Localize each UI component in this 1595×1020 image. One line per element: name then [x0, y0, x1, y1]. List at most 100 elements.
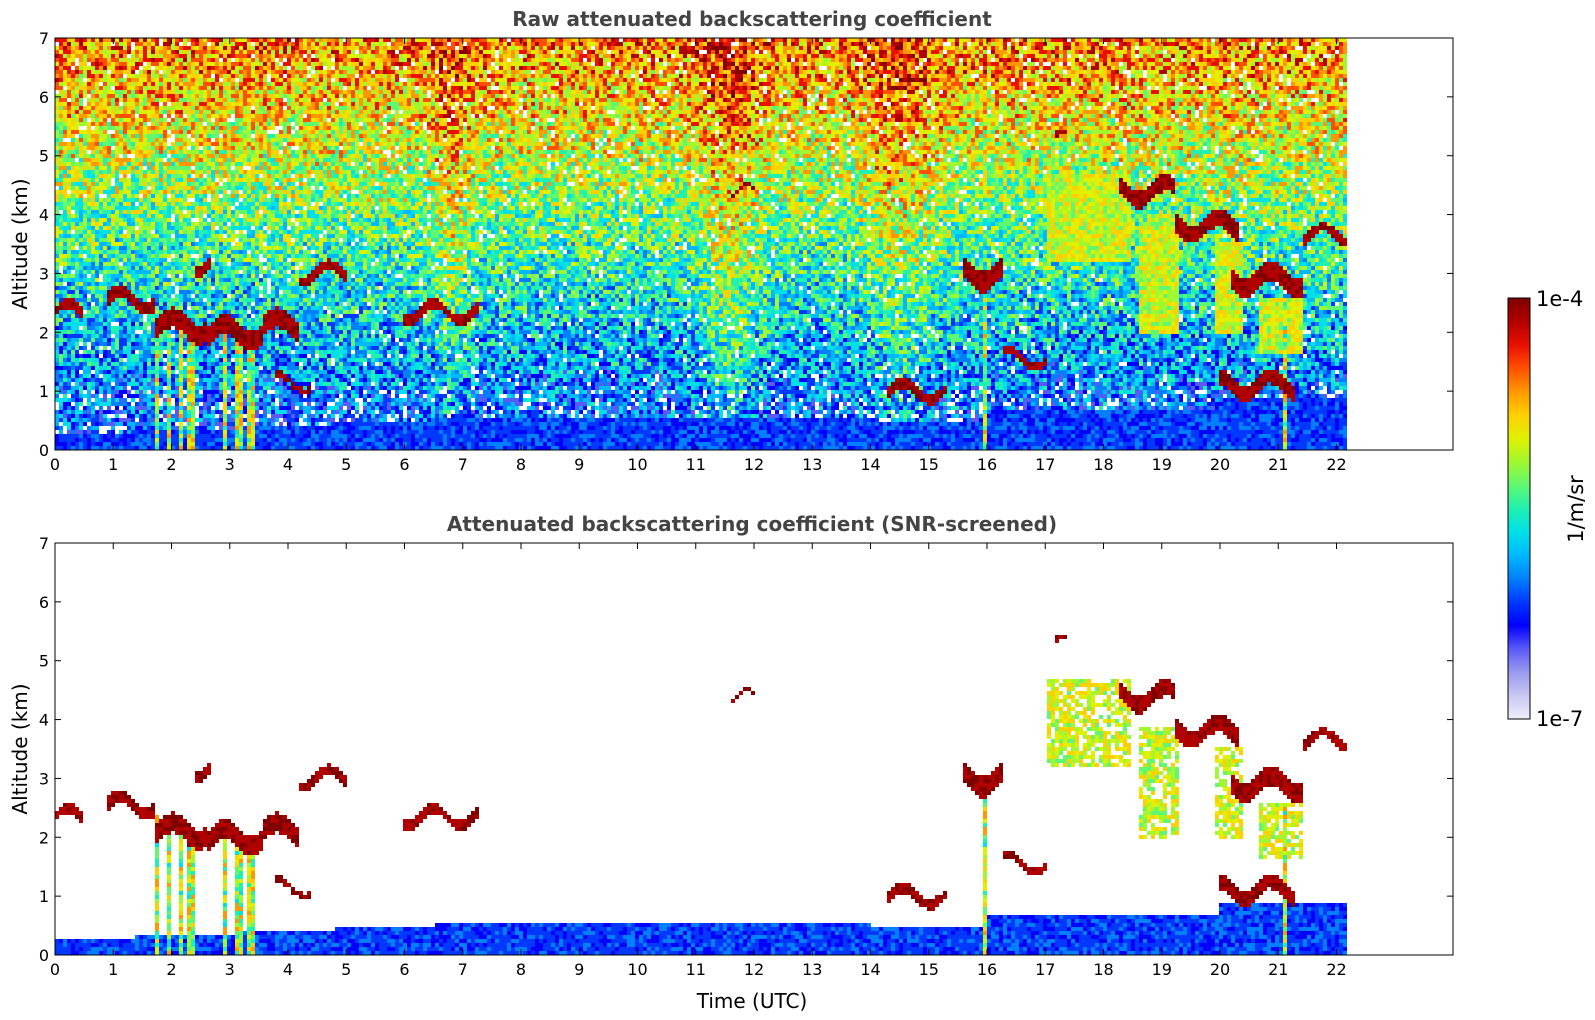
heat-cell	[79, 114, 83, 118]
heat-cell	[67, 254, 71, 258]
heat-cell	[87, 162, 91, 166]
heat-cell	[71, 102, 75, 106]
heat-cell	[67, 390, 71, 394]
heat-cell	[79, 250, 83, 254]
heat-cell	[83, 198, 87, 202]
heat-cell	[63, 198, 67, 202]
heat-cell	[55, 222, 59, 226]
heat-cell	[63, 318, 67, 322]
heat-cell	[59, 382, 63, 386]
heat-cell	[67, 94, 71, 98]
heat-cell	[63, 150, 67, 154]
heat-cell	[63, 234, 67, 238]
heat-cell	[63, 374, 67, 378]
heat-cell	[87, 166, 91, 170]
heat-cell	[67, 262, 71, 266]
heat-cell	[55, 342, 59, 346]
heat-cell	[63, 110, 67, 114]
heat-cell	[71, 290, 75, 294]
heat-cell	[75, 102, 79, 106]
heat-cell	[83, 354, 87, 358]
heat-cell	[79, 258, 83, 262]
heat-cell	[87, 210, 91, 214]
heat-cell	[59, 146, 63, 150]
heat-cell	[87, 230, 91, 234]
heat-cell	[79, 378, 83, 382]
heat-cell	[87, 134, 91, 138]
heat-cell	[83, 226, 87, 230]
heat-cell	[59, 102, 63, 106]
heat-cell	[63, 398, 67, 402]
heat-cell	[63, 182, 67, 186]
heat-cell	[55, 366, 59, 370]
heat-cell	[67, 74, 71, 78]
heat-cell	[75, 290, 79, 294]
heat-cell	[87, 106, 91, 110]
heat-cell	[67, 358, 71, 362]
heat-cell	[63, 154, 67, 158]
heat-cell	[83, 342, 87, 346]
heat-cell	[75, 42, 79, 46]
heat-cell	[55, 230, 59, 234]
heat-cell	[87, 302, 91, 306]
heat-cell	[71, 54, 75, 58]
heat-cell	[75, 82, 79, 86]
heat-cell	[67, 370, 71, 374]
heat-cell	[87, 158, 91, 162]
heat-cell	[71, 410, 75, 414]
heat-cell	[59, 362, 63, 366]
heat-cell	[87, 318, 91, 322]
heat-cell	[55, 162, 59, 166]
heat-cell	[55, 358, 59, 362]
heat-cell	[71, 198, 75, 202]
heat-cell	[63, 38, 67, 42]
heat-cell	[59, 298, 63, 302]
heat-cell	[75, 198, 79, 202]
heat-cell	[63, 194, 67, 198]
heat-cell	[71, 62, 75, 66]
heat-cell	[87, 226, 91, 230]
heat-cell	[71, 254, 75, 258]
heat-cell	[87, 206, 91, 210]
heat-cell	[79, 186, 83, 190]
heat-cell	[83, 386, 87, 390]
heat-cell	[75, 438, 79, 442]
heat-cell	[75, 206, 79, 210]
heat-cell	[67, 170, 71, 174]
heat-cell	[75, 394, 79, 398]
heat-cell	[79, 262, 83, 266]
heat-cell	[79, 354, 83, 358]
heat-cell	[59, 226, 63, 230]
heat-cell	[79, 134, 83, 138]
heat-cell	[55, 110, 59, 114]
heat-cell	[67, 54, 71, 58]
heat-cell	[67, 210, 71, 214]
heat-cell	[83, 346, 87, 350]
heat-cell	[83, 110, 87, 114]
heat-cell	[83, 86, 87, 90]
heat-cell	[87, 54, 91, 58]
heat-cell	[55, 314, 59, 318]
heat-cell	[83, 206, 87, 210]
heat-cell	[83, 58, 87, 62]
heat-cell	[71, 162, 75, 166]
heat-cell	[71, 150, 75, 154]
heat-cell	[87, 90, 91, 94]
heat-cell	[63, 58, 67, 62]
heat-cell	[79, 194, 83, 198]
heat-cell	[83, 302, 87, 306]
heat-cell	[63, 114, 67, 118]
heat-cell	[71, 86, 75, 90]
heat-cell	[55, 242, 59, 246]
heat-cell	[79, 298, 83, 302]
heat-cell	[79, 374, 83, 378]
heat-cell	[71, 378, 75, 382]
heat-cell	[63, 134, 67, 138]
heat-cell	[83, 122, 87, 126]
heat-cell	[63, 218, 67, 222]
heat-cell	[59, 54, 63, 58]
heat-cell	[83, 414, 87, 418]
heat-cell	[59, 358, 63, 362]
heat-cell	[63, 254, 67, 258]
heat-cell	[71, 406, 75, 410]
